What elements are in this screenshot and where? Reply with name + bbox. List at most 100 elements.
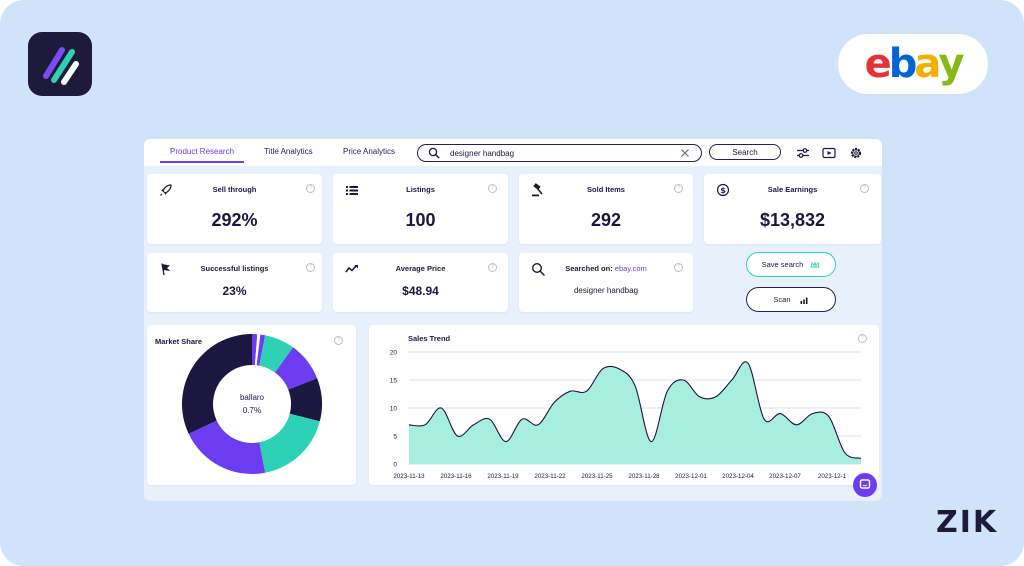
sliders-icon[interactable] <box>796 146 810 160</box>
x-tick-label: 2023-11-13 <box>393 473 425 480</box>
signal-bars-icon <box>800 297 808 304</box>
sale-earnings-help-icon[interactable]: ? <box>860 184 869 193</box>
market-share-help-icon[interactable]: ? <box>334 336 343 345</box>
sold-items-value: 292 <box>590 210 622 230</box>
market-share-title: Market Share <box>155 337 203 346</box>
clear-search-icon[interactable] <box>680 148 690 158</box>
donut-slice-8 <box>182 334 252 434</box>
successful-listings-help-icon[interactable]: ? <box>306 263 315 272</box>
gavel-icon <box>532 183 543 197</box>
flag-icon <box>161 263 171 276</box>
sale-earnings-value: $13,832 <box>759 210 826 230</box>
ebay-letter-a: a <box>914 41 941 87</box>
sold-items-help-icon[interactable]: ? <box>674 184 683 193</box>
donut-slice-4 <box>274 347 318 390</box>
y-tick-label: 0 <box>393 462 397 469</box>
searched-on-query: designer handbag <box>573 286 639 295</box>
search-icon <box>531 262 545 276</box>
sell-through-help-icon[interactable]: ? <box>306 184 315 193</box>
dollar-coin-icon: $ <box>716 183 730 197</box>
play-video-icon[interactable] <box>822 146 836 160</box>
search-button[interactable]: Search <box>709 144 781 160</box>
market-share-donut-chart <box>182 334 322 474</box>
x-tick-label: 2023-11-28 <box>628 473 660 480</box>
tab-price-analytics[interactable]: Price Analytics <box>343 147 396 156</box>
donut-slice-1 <box>254 334 261 366</box>
donut-slice-5 <box>288 378 322 422</box>
average-price-value: $48.94 <box>402 284 439 298</box>
y-tick-label: 20 <box>390 350 398 357</box>
x-tick-label: 2023-12-01 <box>675 473 707 480</box>
y-tick-label: 15 <box>390 378 398 385</box>
listings-label: Listings <box>406 185 435 194</box>
x-tick-label: 2023-11-22 <box>534 473 566 480</box>
donut-slice-0 <box>252 334 258 366</box>
searched-on-site-link[interactable]: ebay.com <box>614 264 647 273</box>
list-icon <box>346 186 358 195</box>
donut-slice-7 <box>188 420 266 474</box>
save-search-label: Save search <box>761 259 804 269</box>
sales-trend-area-chart: 20 15 10 5 0 2023-11-13 2023-11-16 2023-11-19 20… <box>390 350 862 480</box>
ebay-logo: e b a y <box>838 34 988 94</box>
successful-listings-card: Successful listings ? 23% <box>147 253 322 312</box>
sold-items-label: Sold Items <box>587 185 625 194</box>
sales-trend-title: Sales Trend <box>408 334 451 343</box>
x-tick-label: 2023-12-07 <box>769 473 801 480</box>
searched-on-card: Searched on: ebay.com ? designer handbag <box>519 253 693 312</box>
donut-slice-3 <box>259 335 294 373</box>
sell-through-label: Sell through <box>212 185 257 194</box>
search-box <box>417 144 702 162</box>
gear-icon[interactable] <box>849 146 863 160</box>
search-input[interactable] <box>450 147 670 159</box>
rocket-icon <box>160 184 172 196</box>
sell-through-value: 292% <box>211 210 258 230</box>
top-bar: Product Research Title Analytics Price A… <box>144 139 882 166</box>
sales-trend-line <box>408 361 862 459</box>
donut-center-name: ballaro <box>239 393 264 402</box>
successful-listings-value: 23% <box>222 284 247 298</box>
average-price-card: Average Price ? $48.94 <box>333 253 508 312</box>
scan-button[interactable]: Scan <box>746 287 836 312</box>
market-share-card: Market Share ? ballaro 0.7% <box>147 325 356 485</box>
tab-product-research[interactable]: Product Research <box>170 147 235 156</box>
stripes-logo-icon <box>43 47 79 85</box>
x-tick-label: 2023-11-25 <box>581 473 613 480</box>
listings-help-icon[interactable]: ? <box>488 184 497 193</box>
donut-slice-2 <box>256 334 266 366</box>
sale-earnings-card: $ Sale Earnings ? $13,832 <box>704 174 881 244</box>
tab-title-analytics[interactable]: Title Analytics <box>264 147 313 156</box>
y-tick-label: 10 <box>390 406 398 413</box>
ebay-letter-b: b <box>888 41 918 87</box>
searched-on-help-icon[interactable]: ? <box>674 263 683 272</box>
average-price-label: Average Price <box>395 264 446 273</box>
save-search-button[interactable]: Save search <box>746 252 836 277</box>
ebay-letter-y: y <box>938 41 964 87</box>
app-logo <box>28 32 92 96</box>
donut-center-value: 0.7% <box>242 406 262 415</box>
listings-value: 100 <box>405 210 436 230</box>
searched-on-title: Searched on: ebay.com <box>519 264 693 273</box>
sold-items-card: Sold Items ? 292 <box>519 174 693 244</box>
zik-logo: ZIK <box>936 505 999 540</box>
y-tick-label: 5 <box>393 434 397 441</box>
chat-icon <box>859 479 871 489</box>
trend-line-icon <box>345 265 358 273</box>
scan-label: Scan <box>773 294 791 304</box>
sales-trend-help-icon[interactable]: ? <box>858 334 867 343</box>
average-price-help-icon[interactable]: ? <box>488 263 497 272</box>
x-tick-label: 2023-11-16 <box>440 473 472 480</box>
searched-on-label: Searched on: <box>565 264 613 273</box>
ebay-letter-e: e <box>864 41 892 87</box>
chat-support-button[interactable] <box>853 473 877 497</box>
donut-slice-6 <box>259 413 320 473</box>
active-tab-underline <box>160 161 244 163</box>
search-icon <box>428 147 440 159</box>
crown-icon <box>810 261 820 268</box>
app-window: Product Research Title Analytics Price A… <box>144 139 882 501</box>
sales-trend-area <box>409 361 861 464</box>
svg-text:$: $ <box>720 186 726 195</box>
x-tick-label: 2023-12-04 <box>722 473 754 480</box>
sell-through-card: Sell through ? 292% <box>147 174 322 244</box>
listings-card: Listings ? 100 <box>333 174 508 244</box>
successful-listings-label: Successful listings <box>200 264 269 273</box>
